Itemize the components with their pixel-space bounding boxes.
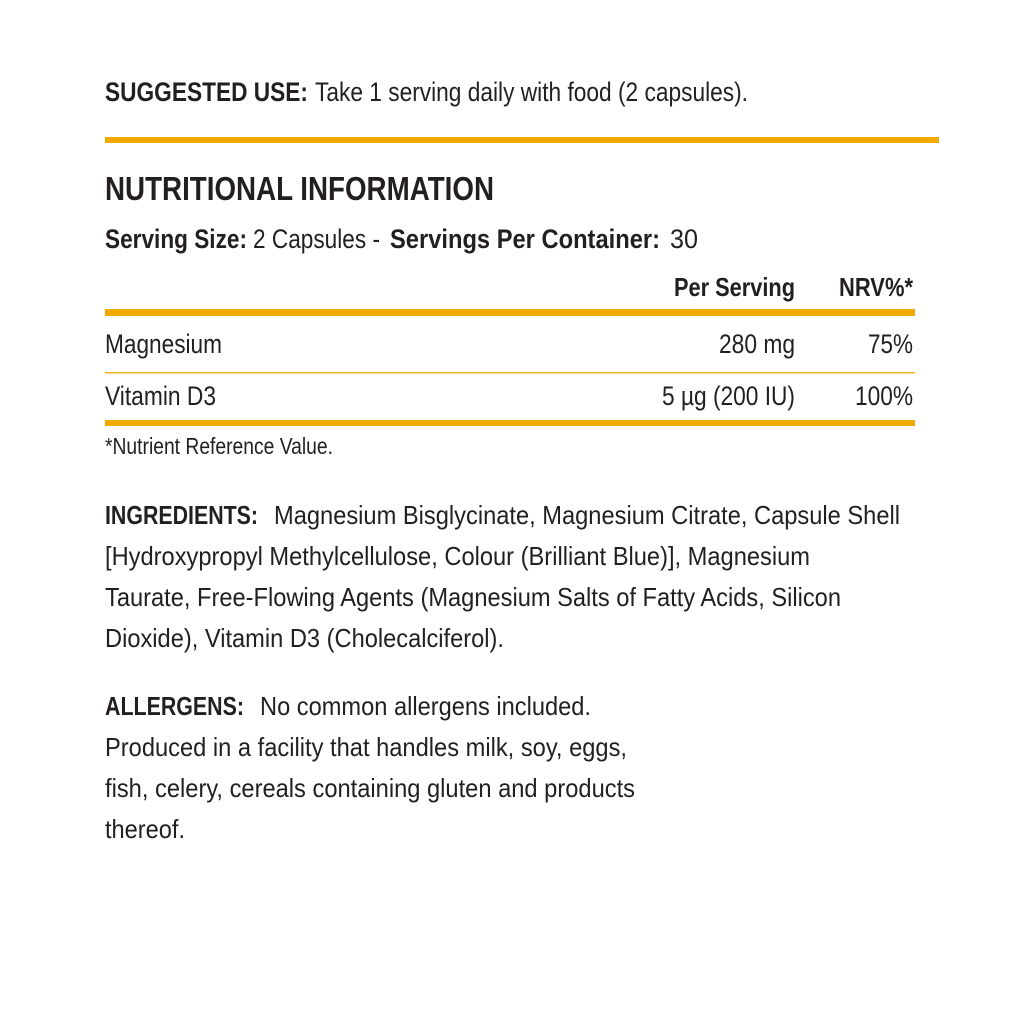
svg-text:30: 30 bbox=[670, 224, 698, 254]
svg-text:100%: 100% bbox=[855, 381, 913, 411]
svg-text:5 µg (200 IU): 5 µg (200 IU) bbox=[662, 381, 795, 411]
svg-text:ALLERGENS:: ALLERGENS: bbox=[105, 691, 244, 721]
svg-text:Taurate, Free-Flowing Agents (: Taurate, Free-Flowing Agents (Magnesium … bbox=[105, 582, 841, 612]
svg-text:Serving Size:: Serving Size: bbox=[105, 224, 247, 254]
svg-text:Take 1 serving daily with food: Take 1 serving daily with food (2 capsul… bbox=[315, 77, 748, 107]
svg-text:Produced in a facility that ha: Produced in a facility that handles milk… bbox=[105, 732, 627, 762]
svg-text:NUTRITIONAL INFORMATION: NUTRITIONAL INFORMATION bbox=[105, 170, 494, 207]
svg-text:SUGGESTED USE:: SUGGESTED USE: bbox=[105, 77, 308, 107]
svg-text:fish, celery, cereals containi: fish, celery, cereals containing gluten … bbox=[105, 773, 635, 803]
svg-text:*Nutrient Reference Value.: *Nutrient Reference Value. bbox=[105, 433, 333, 459]
svg-text:Magnesium Bisglycinate, Magnes: Magnesium Bisglycinate, Magnesium Citrat… bbox=[274, 500, 900, 530]
svg-text:[Hydroxypropyl Methylcellulose: [Hydroxypropyl Methylcellulose, Colour (… bbox=[105, 541, 810, 571]
svg-text:Magnesium: Magnesium bbox=[105, 329, 222, 359]
svg-text:No common allergens included.: No common allergens included. bbox=[260, 691, 591, 721]
svg-text:Per Serving: Per Serving bbox=[674, 272, 795, 302]
svg-text:INGREDIENTS:: INGREDIENTS: bbox=[105, 500, 258, 530]
svg-text:thereof.: thereof. bbox=[105, 814, 185, 844]
svg-text:Servings Per Container:: Servings Per Container: bbox=[390, 224, 660, 254]
svg-text:2 Capsules -: 2 Capsules - bbox=[253, 224, 380, 254]
svg-text:75%: 75% bbox=[868, 329, 913, 359]
svg-text:NRV%*: NRV%* bbox=[839, 272, 914, 302]
svg-text:Vitamin D3: Vitamin D3 bbox=[105, 381, 216, 411]
svg-text:Dioxide), Vitamin D3 (Cholecal: Dioxide), Vitamin D3 (Cholecalciferol). bbox=[105, 623, 504, 653]
svg-text:280 mg: 280 mg bbox=[719, 329, 795, 359]
